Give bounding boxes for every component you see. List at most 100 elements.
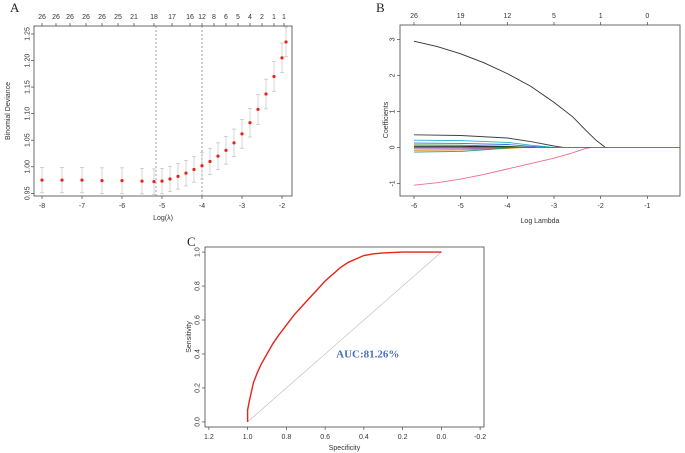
panel-b-letter: B <box>376 0 385 15</box>
y-tick-label: 0.2 <box>195 383 202 393</box>
y-axis-label: Sensitivity <box>186 321 193 353</box>
top-tick-label: 12 <box>198 14 206 21</box>
top-tick-label: 26 <box>98 14 106 21</box>
y-tick-label: 0.6 <box>195 315 202 325</box>
deviance-point <box>224 148 228 152</box>
top-tick-label: 16 <box>186 14 194 21</box>
x-tick-label: -7 <box>79 203 85 210</box>
x-tick-label: -2 <box>598 203 604 210</box>
y-tick-label: 1.10 <box>25 107 32 121</box>
coefficient-path <box>413 142 550 148</box>
top-tick-label: 26 <box>38 14 46 21</box>
top-tick-label: 25 <box>114 14 122 21</box>
x-tick-label: 0.4 <box>359 434 369 441</box>
top-tick-label: 8 <box>212 14 216 21</box>
coefficient-path <box>413 139 555 148</box>
deviance-point <box>192 167 196 172</box>
deviance-point <box>168 177 172 181</box>
coefficient-path <box>413 146 513 153</box>
top-tick-label: 17 <box>168 14 176 21</box>
x-tick-label: -3 <box>551 203 557 210</box>
deviance-point <box>60 178 64 182</box>
deviance-point <box>208 159 212 164</box>
top-tick-label: 1 <box>599 13 603 20</box>
top-tick-label: 1 <box>282 14 286 21</box>
y-tick-label: 1.0 <box>195 247 202 257</box>
y-tick-label: 2 <box>390 73 397 77</box>
top-tick-label: 2 <box>260 14 264 21</box>
y-tick-label: 0 <box>390 145 397 149</box>
panel-a-letter: A <box>10 0 20 15</box>
y-axis-label: Binomial Deviance <box>5 82 12 140</box>
y-tick-label: 0.8 <box>195 281 202 291</box>
top-tick-label: 0 <box>645 13 649 20</box>
top-tick-label: 6 <box>224 14 228 21</box>
top-tick-label: 26 <box>410 13 418 20</box>
top-tick-label: 18 <box>150 14 158 21</box>
x-tick-label: -4 <box>199 203 205 210</box>
x-tick-label: 0.0 <box>437 434 447 441</box>
x-tick-label: -5 <box>159 203 165 210</box>
deviance-point <box>160 179 164 183</box>
coefficient-path <box>413 40 606 148</box>
y-tick-label: -1 <box>390 180 397 186</box>
y-tick-label: 1.25 <box>25 27 32 41</box>
top-tick-label: 12 <box>503 13 511 20</box>
deviance-point <box>140 179 144 183</box>
auc-annotation: AUC:81.26% <box>336 348 399 360</box>
panel-c: 1.2 1.0 0.8 0.6 0.4 0.2 0.0 -0.2 0.0 0.2 0.4 0.6 0.8… <box>186 246 486 452</box>
top-tick-label: 26 <box>66 14 74 21</box>
y-tick-label: 0.95 <box>25 186 32 200</box>
deviance-point <box>184 171 188 175</box>
y-tick-label: 1 <box>390 109 397 113</box>
coefficient-path <box>413 134 564 148</box>
y-tick-label: 0.0 <box>195 417 202 427</box>
top-tick-label: 4 <box>248 14 252 21</box>
x-tick-label: 1.2 <box>204 434 214 441</box>
y-tick-label: 0.4 <box>195 349 202 359</box>
x-tick-label: -6 <box>411 203 417 210</box>
top-tick-label: 1 <box>272 14 276 21</box>
top-tick-label: 5 <box>236 14 240 21</box>
x-tick-label: 0.6 <box>320 434 330 441</box>
top-tick-label: 26 <box>52 14 60 21</box>
deviance-point <box>80 178 84 182</box>
plot-frame <box>33 25 293 197</box>
deviance-point <box>176 174 180 178</box>
top-tick-label: 19 <box>457 13 465 20</box>
deviance-point <box>264 92 268 96</box>
x-tick-label: -1 <box>644 203 650 210</box>
y-tick-label: 3 <box>390 37 397 41</box>
panel-a: -8 -7 -6 -5 -4 -3 -2 0.95 1.00 1.05 1.10 1.15 1.20 1.… <box>5 14 293 222</box>
deviance-point <box>248 121 252 125</box>
deviance-point <box>284 40 288 44</box>
top-tick-label: 5 <box>552 13 556 20</box>
deviance-point <box>152 180 156 184</box>
chance-diagonal <box>247 251 442 423</box>
deviance-point <box>216 154 220 158</box>
deviance-point <box>200 164 204 168</box>
x-tick-label: -5 <box>458 203 464 210</box>
x-tick-label: -3 <box>239 203 245 210</box>
x-tick-label: -8 <box>39 203 45 210</box>
y-tick-label: 1.05 <box>25 133 32 147</box>
x-tick-label: 1.0 <box>243 434 253 441</box>
x-tick-label: 0.2 <box>398 434 408 441</box>
deviance-point <box>100 178 104 183</box>
x-tick-label: -6 <box>119 203 125 210</box>
y-tick-label: 1.00 <box>25 160 32 174</box>
deviance-point <box>232 141 236 145</box>
top-tick-label: 21 <box>130 14 138 21</box>
x-tick-label: -4 <box>504 203 510 210</box>
deviance-point <box>272 74 276 79</box>
x-tick-label: -2 <box>279 203 285 210</box>
x-axis-label: Log(λ) <box>153 215 173 222</box>
y-tick-label: 1.20 <box>25 54 32 68</box>
plot-frame <box>204 246 485 428</box>
deviance-point <box>120 178 124 183</box>
top-tick-label: 26 <box>82 14 90 21</box>
coefficient-path <box>413 146 527 151</box>
x-tick-label: 0.8 <box>282 434 292 441</box>
